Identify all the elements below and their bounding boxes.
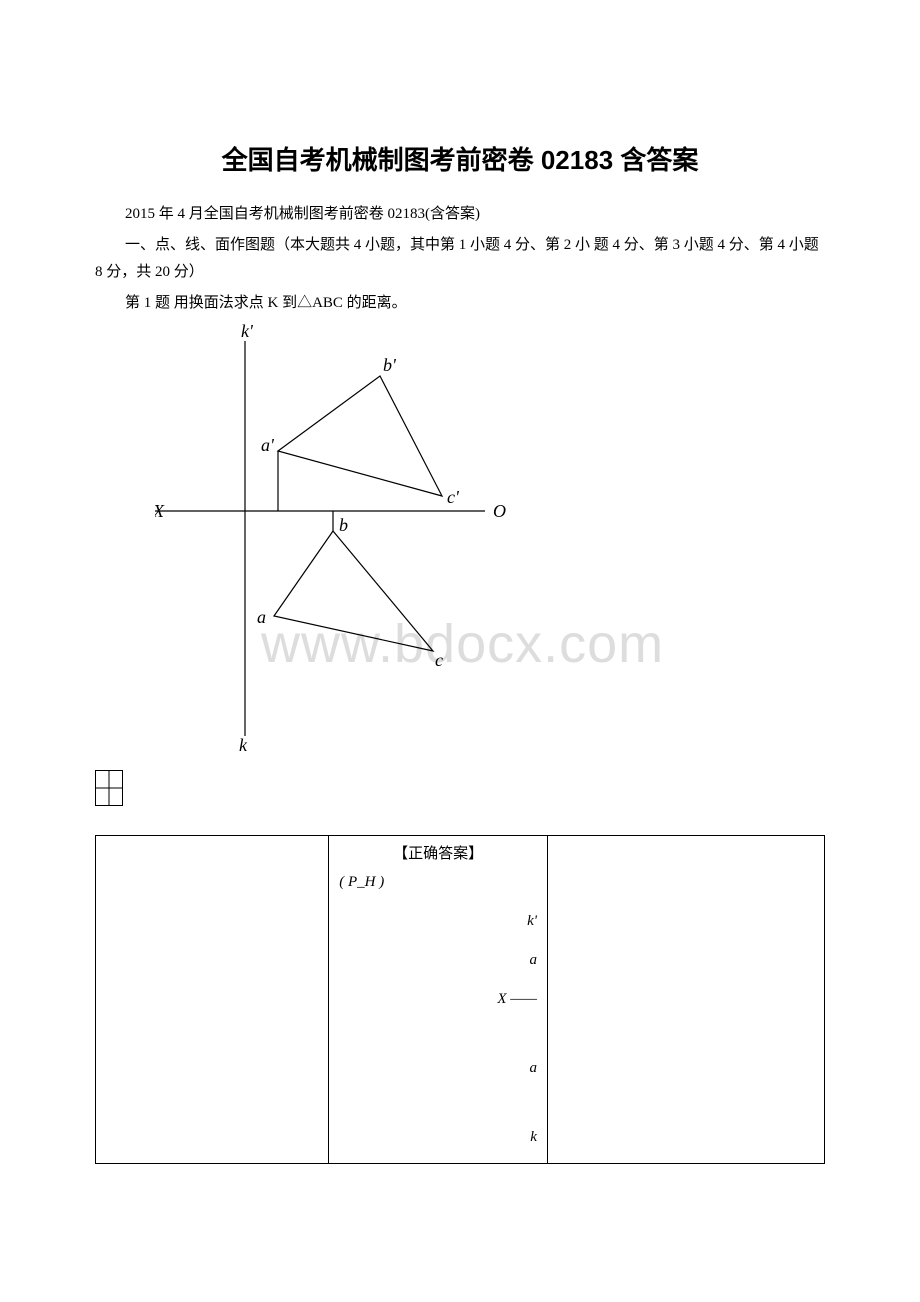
subtitle-text: 2015 年 4 月全国自考机械制图考前密卷 02183(含答案) bbox=[95, 201, 825, 228]
section-heading: 一、点、线、面作图题（本大题共 4 小题，其中第 1 小题 4 分、第 2 小 … bbox=[95, 232, 825, 286]
answer-cell-right bbox=[547, 836, 824, 1164]
answer-diagram-content: ( P_H ) k' a X —— a k bbox=[339, 863, 537, 1157]
svg-text:c': c' bbox=[447, 487, 460, 507]
svg-text:b: b bbox=[339, 515, 348, 535]
svg-text:X: X bbox=[155, 501, 165, 521]
question-1-diagram: www.bdocx.com k' b' a' c' X O b a c k bbox=[155, 321, 825, 766]
svg-text:a': a' bbox=[261, 435, 275, 455]
small-grid-icon bbox=[95, 770, 825, 811]
question-1-text: 第 1 题 用换面法求点 K 到△ABC 的距离。 bbox=[95, 290, 825, 317]
svg-text:b': b' bbox=[383, 355, 397, 375]
svg-text:k: k bbox=[239, 735, 248, 755]
answer-table: 【正确答案】 ( P_H ) k' a X —— a k bbox=[95, 835, 825, 1164]
svg-text:k': k' bbox=[241, 321, 254, 341]
svg-text:O: O bbox=[493, 501, 506, 521]
svg-text:c: c bbox=[435, 650, 443, 670]
answer-header: 【正确答案】 bbox=[339, 842, 537, 863]
svg-text:a: a bbox=[257, 607, 266, 627]
page-title: 全国自考机械制图考前密卷 02183 含答案 bbox=[95, 140, 825, 177]
answer-cell-mid: 【正确答案】 ( P_H ) k' a X —— a k bbox=[329, 836, 548, 1164]
answer-cell-left bbox=[96, 836, 329, 1164]
